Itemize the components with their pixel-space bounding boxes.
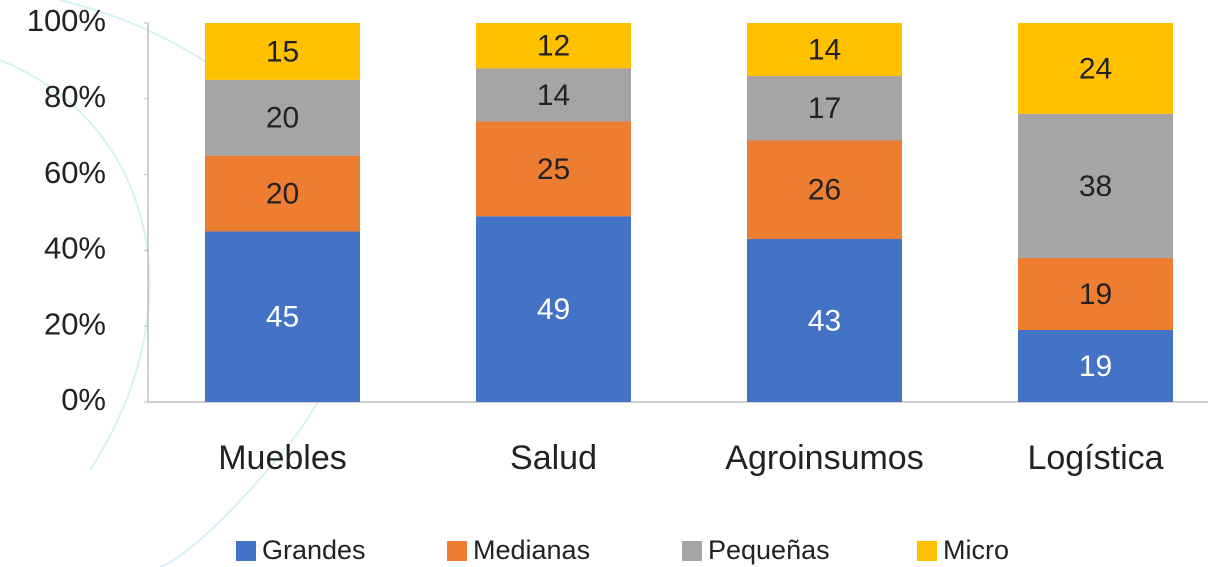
bar-segment xyxy=(1018,329,1173,402)
data-label: 14 xyxy=(808,33,841,66)
y-tick-label: 0% xyxy=(61,382,106,417)
y-tick-label: 40% xyxy=(44,231,106,266)
legend-label: Grandes xyxy=(262,535,366,565)
bar-segment xyxy=(476,121,631,217)
data-label: 20 xyxy=(266,102,299,135)
data-label: 19 xyxy=(1079,350,1112,383)
x-tick-label: Salud xyxy=(510,439,597,477)
legend-swatch xyxy=(236,541,256,561)
y-tick-label: 20% xyxy=(44,306,106,341)
x-tick-label: Muebles xyxy=(218,439,347,477)
data-label: 25 xyxy=(537,153,570,186)
legend-swatch xyxy=(917,541,937,561)
y-tick-label: 60% xyxy=(44,155,106,190)
data-label: 45 xyxy=(266,301,299,334)
data-label: 24 xyxy=(1079,52,1112,85)
bar-segment xyxy=(747,140,902,240)
bar-segment xyxy=(205,231,360,402)
bar-segment xyxy=(747,76,902,141)
data-label: 15 xyxy=(266,35,299,68)
bar-segment xyxy=(205,23,360,80)
x-tick-label: Agroinsumos xyxy=(725,439,923,477)
y-tick-label: 100% xyxy=(27,3,106,38)
decor-arc xyxy=(0,59,151,471)
legend-label: Pequeñas xyxy=(708,535,830,565)
bar-segment xyxy=(747,23,902,77)
bar-segment xyxy=(476,216,631,402)
data-label: 19 xyxy=(1079,278,1112,311)
bar-segment xyxy=(1018,257,1173,330)
data-label: 14 xyxy=(537,79,570,112)
data-label: 12 xyxy=(537,30,570,63)
bar-segment xyxy=(205,155,360,232)
bar-segment xyxy=(476,23,631,69)
bar-segment xyxy=(747,239,902,402)
bar-segment xyxy=(1018,113,1173,258)
data-label: 17 xyxy=(808,92,841,125)
bar-segment xyxy=(476,68,631,122)
data-label: 49 xyxy=(537,293,570,326)
bar-segment xyxy=(205,79,360,156)
y-tick-label: 80% xyxy=(44,79,106,114)
data-label: 20 xyxy=(266,177,299,210)
data-label: 38 xyxy=(1079,170,1112,203)
legend-swatch xyxy=(682,541,702,561)
x-tick-label: Logística xyxy=(1027,439,1163,477)
legend-swatch xyxy=(447,541,467,561)
bar-segment xyxy=(1018,23,1173,114)
data-label: 26 xyxy=(808,174,841,207)
data-label: 43 xyxy=(808,304,841,337)
legend-label: Medianas xyxy=(473,535,590,565)
legend-label: Micro xyxy=(943,535,1009,565)
